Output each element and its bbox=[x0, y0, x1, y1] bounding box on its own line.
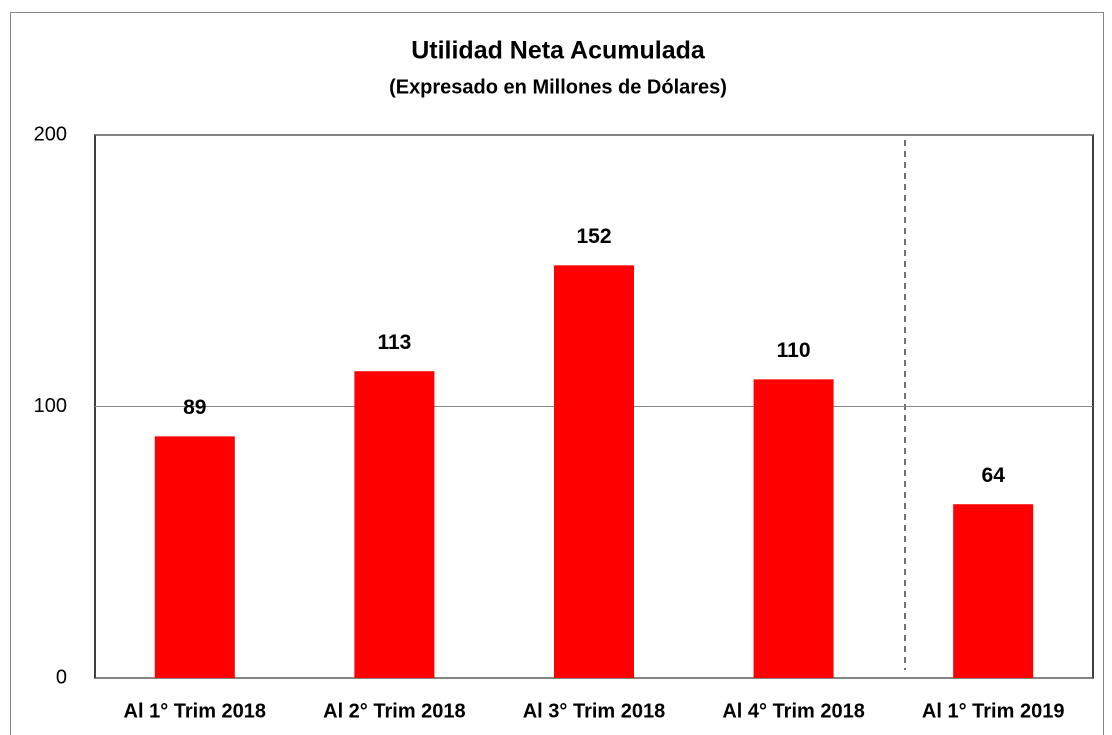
data-label: 64 bbox=[982, 464, 1006, 487]
x-tick-label: Al 4° Trim 2018 bbox=[722, 700, 865, 722]
data-label: 152 bbox=[576, 225, 611, 248]
bar bbox=[953, 504, 1034, 678]
data-label: 113 bbox=[377, 331, 411, 354]
bar bbox=[554, 265, 634, 678]
chart-title: Utilidad Neta Acumulada bbox=[411, 37, 706, 65]
bar bbox=[154, 436, 235, 678]
bar bbox=[753, 379, 834, 678]
x-tick-label: Al 3° Trim 2018 bbox=[523, 700, 666, 722]
x-tick-label: Al 2° Trim 2018 bbox=[323, 700, 466, 722]
data-label: 110 bbox=[777, 339, 811, 362]
x-tick-label: Al 1° Trim 2019 bbox=[922, 700, 1065, 722]
y-tick-label: 0 bbox=[56, 666, 67, 688]
bar bbox=[354, 371, 435, 678]
x-tick-label: Al 1° Trim 2018 bbox=[124, 700, 267, 722]
y-tick-label: 200 bbox=[34, 123, 67, 145]
y-tick-label: 100 bbox=[34, 395, 67, 417]
chart-subtitle: (Expresado en Millones de Dólares) bbox=[389, 76, 727, 98]
data-label: 89 bbox=[183, 396, 206, 419]
